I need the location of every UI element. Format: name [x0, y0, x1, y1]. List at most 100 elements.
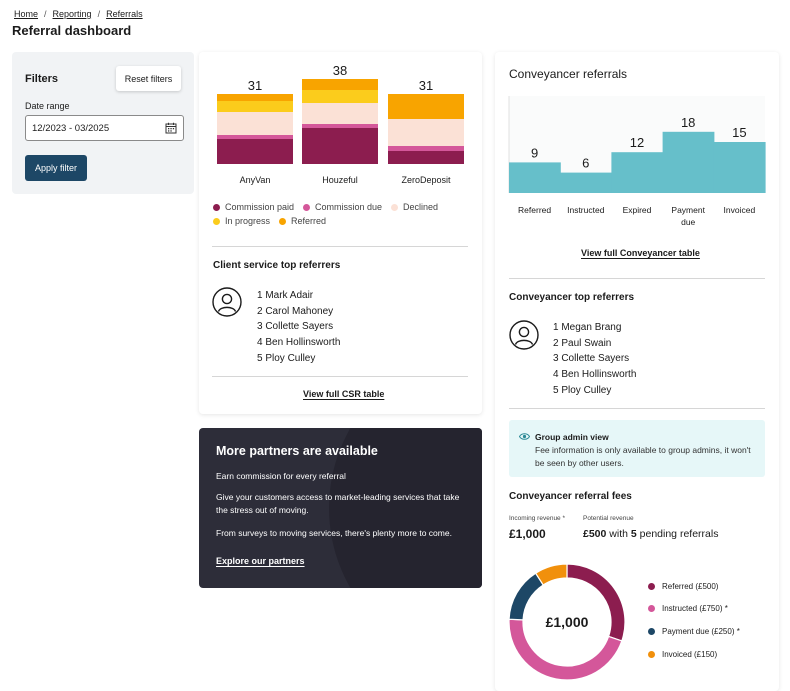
divider: [212, 376, 468, 377]
area-category-label: Instructed: [567, 205, 605, 215]
bar-segment: [217, 101, 293, 113]
list-item: 2 Paul Swain: [553, 337, 612, 349]
bar-segment: [388, 146, 464, 151]
conveyancer-top-title: Conveyancer top referrers: [509, 292, 635, 303]
legend-swatch: [648, 651, 655, 658]
bar-segment: [388, 150, 464, 164]
bar-segment: [302, 103, 378, 124]
promo-text: Give your customers access to market-lea…: [216, 492, 460, 515]
legend-label: Instructed (£750) *: [662, 604, 728, 613]
breadcrumb-referrals[interactable]: Referrals: [106, 9, 143, 19]
promo-decoration: [329, 428, 482, 588]
user-avatar-icon: [509, 320, 539, 350]
divider: [509, 408, 765, 409]
pending-label: pending referrals: [639, 528, 719, 540]
bar-segment: [217, 134, 293, 140]
donut-legend-referred: Referred (£500): [648, 582, 718, 591]
bar-category-label: AnyVan: [239, 175, 271, 185]
legend-swatch: [303, 203, 310, 211]
breadcrumb-reporting[interactable]: Reporting: [52, 9, 92, 19]
legend-commission-due: Commission due: [303, 202, 382, 212]
list-item: 5 Ploy Culley: [257, 352, 316, 364]
page-title: Referral dashboard: [12, 23, 132, 38]
list-item: 2 Carol Mahoney: [257, 305, 334, 317]
bar-segment: [302, 123, 378, 128]
bar-category-label: Houzeful: [322, 175, 358, 185]
csr-section-title: Client service top referrers: [213, 260, 341, 271]
group-admin-title: Group admin view: [535, 432, 609, 442]
reset-filters-button[interactable]: Reset filters: [116, 66, 181, 91]
promo-text: Earn commission for every referral: [216, 471, 346, 481]
conveyancer-chart-title: Conveyancer referrals: [509, 67, 628, 81]
incoming-revenue-label: Incoming revenue *: [509, 515, 566, 522]
group-admin-notice: Group admin view Fee information is only…: [509, 420, 765, 477]
csr-referrer-list: 1 Mark Adair 2 Carol Mahoney 3 Collette …: [257, 288, 340, 367]
legend-label: Referred (£500): [662, 582, 719, 591]
bar-segment: [217, 94, 293, 101]
potential-with: with: [609, 528, 628, 540]
donut-legend-payment-due: Payment due (£250) *: [648, 627, 740, 636]
list-item: 4 Ben Hollinsworth: [257, 337, 341, 349]
bar-segment: [302, 78, 378, 90]
date-range-input[interactable]: 12/2023 - 03/2025: [25, 115, 184, 141]
conveyancer-referrer-list: 1 Megan Brang 2 Paul Swain 3 Collette Sa…: [553, 320, 636, 399]
promo-title: More partners are available: [216, 444, 378, 458]
potential-revenue-label: Potential revenue: [583, 515, 634, 522]
legend-swatch: [279, 217, 286, 225]
user-avatar-icon: [212, 287, 242, 317]
breadcrumb: Home / Reporting / Referrals: [14, 9, 143, 19]
divider: [509, 278, 765, 279]
area-category-label: Referred: [518, 205, 552, 215]
legend-swatch: [213, 217, 220, 225]
area-category-label: Payment due: [671, 205, 705, 227]
legend-label: Commission due: [315, 202, 383, 212]
legend-declined: Declined: [391, 202, 438, 212]
filters-panel: Filters Reset filters Date range 12/2023…: [12, 52, 194, 194]
apply-filter-button[interactable]: Apply filter: [25, 155, 87, 181]
date-range-value: 12/2023 - 03/2025: [32, 122, 110, 134]
bar-total-label: 38: [332, 62, 348, 78]
list-item: 5 Ploy Culley: [553, 384, 612, 396]
list-item: 1 Megan Brang: [553, 322, 622, 333]
potential-amount: £500: [583, 528, 607, 540]
bar-segment: [302, 89, 378, 104]
list-item: 3 Collette Sayers: [257, 321, 334, 333]
list-item: 1 Mark Adair: [257, 290, 314, 301]
list-item: 4 Ben Hollinsworth: [553, 369, 637, 381]
pending-count: 5: [630, 528, 637, 540]
fees-title: Conveyancer referral fees: [509, 491, 632, 502]
group-admin-text: Fee information is only available to gro…: [535, 445, 751, 468]
eye-icon: [519, 433, 530, 440]
legend-commission-paid: Commission paid: [213, 202, 294, 212]
area-category-label: Expired: [622, 205, 652, 215]
view-csr-table-link[interactable]: View full CSR table: [303, 389, 385, 399]
legend-swatch: [391, 203, 398, 211]
legend-referred: Referred: [279, 216, 326, 226]
bar-total-label: 31: [247, 78, 263, 94]
legend-label: Referred: [291, 216, 327, 226]
donut-legend-instructed: Instructed (£750) *: [648, 604, 728, 613]
view-conveyancer-table-link[interactable]: View full Conveyancer table: [581, 248, 700, 258]
bar-segment: [217, 139, 293, 164]
donut-legend-invoiced: Invoiced (£150): [648, 650, 717, 659]
legend-swatch: [213, 203, 220, 211]
breadcrumb-home[interactable]: Home: [14, 9, 39, 19]
legend-in-progress: In progress: [213, 216, 270, 226]
bar-segment: [217, 112, 293, 135]
legend-label: Commission paid: [225, 202, 295, 212]
calendar-icon[interactable]: [165, 122, 177, 134]
explore-partners-link[interactable]: Explore our partners: [216, 556, 305, 566]
legend-swatch: [648, 628, 655, 635]
legend-swatch: [648, 583, 655, 590]
legend-label: Invoiced (£150): [662, 650, 718, 659]
conveyancer-card: [495, 52, 779, 691]
bar-segment: [388, 94, 464, 119]
potential-revenue-value: £500 with 5 pending referrals: [583, 528, 718, 540]
bar-segment: [302, 128, 378, 164]
legend-label: Declined: [403, 202, 439, 212]
promo-text: From surveys to moving services, there's…: [216, 528, 452, 538]
date-range-label: Date range: [25, 101, 70, 111]
divider: [212, 246, 468, 247]
legend-swatch: [648, 605, 655, 612]
legend-label: Payment due (£250) *: [662, 627, 740, 636]
